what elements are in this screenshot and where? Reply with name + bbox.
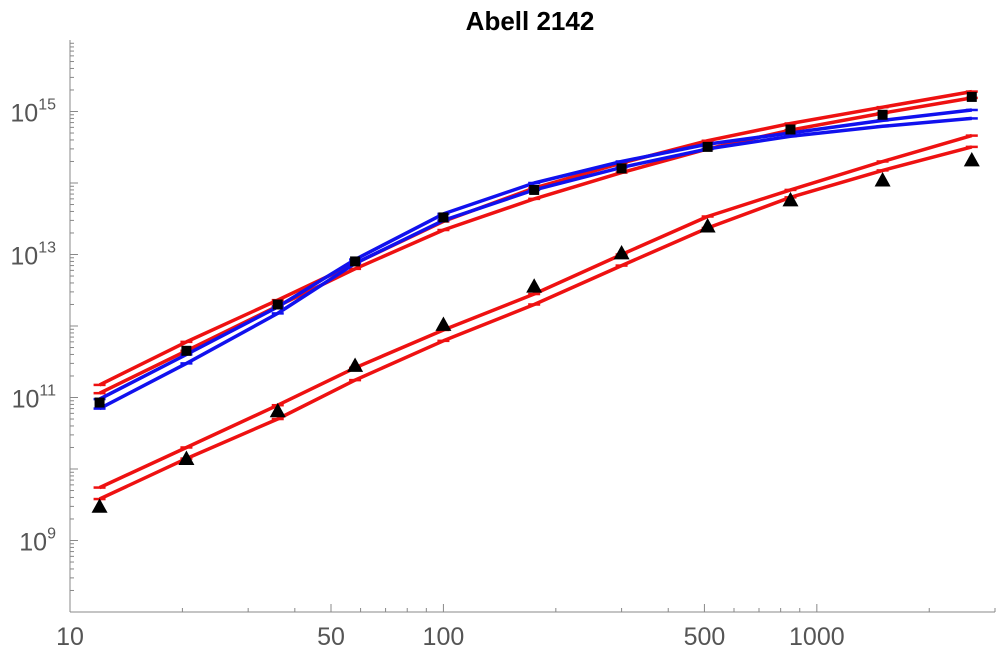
- y-tick-base: 10: [10, 243, 38, 271]
- x-tick-label: 500: [684, 623, 726, 651]
- triangle-marker: [435, 316, 452, 331]
- x-tick-label: 1000: [789, 623, 845, 651]
- square-marker: [181, 345, 192, 356]
- triangle-marker: [526, 278, 543, 293]
- square-marker: [877, 109, 888, 120]
- square-marker: [94, 397, 105, 408]
- y-tick-label: 1011: [12, 383, 57, 414]
- y-tick-exponent: 13: [38, 240, 56, 257]
- y-tick-exponent: 9: [47, 526, 56, 543]
- square-marker: [616, 163, 627, 174]
- triangle-marker: [91, 498, 108, 513]
- series-line-3: [98, 108, 973, 401]
- square-marker: [702, 141, 713, 152]
- triangle-marker: [178, 450, 195, 465]
- square-marker: [966, 91, 977, 102]
- chart-title: Abell 2142: [466, 6, 595, 36]
- triangle-marker: [613, 244, 630, 260]
- x-tick-label: 50: [317, 623, 345, 651]
- square-marker: [529, 184, 540, 195]
- triangle-marker: [347, 357, 364, 372]
- triangle-marker: [963, 151, 980, 167]
- triangle-marker: [269, 402, 286, 418]
- series-group: [93, 89, 978, 501]
- y-tick-label: 109: [19, 526, 56, 557]
- y-tick-base: 10: [12, 386, 40, 414]
- y-tick-exponent: 11: [39, 383, 56, 400]
- y-tick-label: 1015: [10, 97, 56, 128]
- y-tick-base: 10: [10, 100, 38, 128]
- square-marker: [785, 124, 796, 135]
- square-marker: [438, 212, 449, 223]
- y-tick-label: 1013: [10, 240, 56, 271]
- square-marker: [272, 299, 283, 310]
- series-line-2: [98, 96, 973, 395]
- x-tick-label: 100: [423, 623, 465, 651]
- triangle-marker: [874, 172, 891, 187]
- triangle-marker: [782, 191, 799, 207]
- marker-group: [91, 91, 980, 513]
- square-marker: [350, 256, 361, 267]
- y-tick-base: 10: [19, 529, 47, 557]
- y-tick-exponent: 15: [38, 97, 56, 114]
- x-tick-label: 10: [56, 623, 84, 651]
- series-line-4: [98, 116, 972, 411]
- triangle-marker: [699, 218, 716, 233]
